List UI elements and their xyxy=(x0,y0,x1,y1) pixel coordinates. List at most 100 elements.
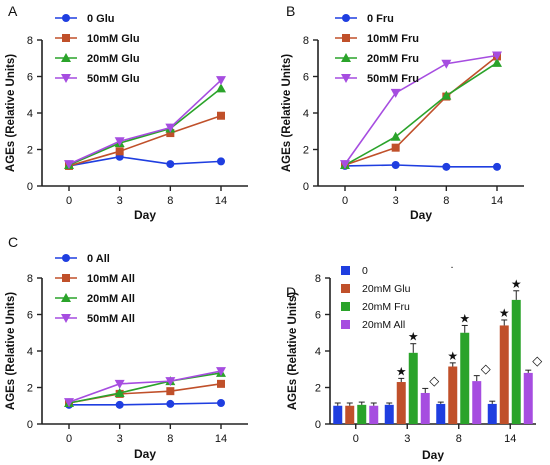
legend-label: 50mM All xyxy=(87,313,135,325)
y-tick-label: 4 xyxy=(315,346,321,358)
data-point xyxy=(492,57,502,67)
y-tick-label: 4 xyxy=(303,108,309,120)
bar xyxy=(357,404,367,424)
significance-mark: ◇ xyxy=(429,373,439,388)
y-tick-label: 2 xyxy=(315,383,321,395)
y-tick-label: 8 xyxy=(27,35,33,47)
x-tick-label: 8 xyxy=(456,433,462,445)
significance-mark: ◇ xyxy=(481,361,491,376)
legend-swatch xyxy=(341,302,350,311)
x-axis-label: Day xyxy=(422,448,444,462)
stray-mark: . xyxy=(450,259,453,271)
series-line xyxy=(344,54,498,165)
data-point xyxy=(442,162,451,171)
series-line xyxy=(344,164,497,168)
series-line xyxy=(68,372,222,404)
legend-marker xyxy=(62,34,70,42)
bar xyxy=(523,372,533,424)
legend-label: 20mM Glu xyxy=(362,283,411,295)
legend-label: 10mM Fru xyxy=(367,33,419,45)
data-point xyxy=(114,387,125,397)
y-tick-label: 8 xyxy=(27,273,33,285)
legend-entry: 20mM Fru xyxy=(341,301,410,313)
series-3 xyxy=(340,51,502,170)
bar xyxy=(384,404,394,424)
chart-panel-a: A 0 2 4 6 8 AGEs (Relative Units) Day 0 3 8 14 0 Glu… xyxy=(5,3,248,222)
data-point xyxy=(441,59,452,69)
chart-panel-c: C 0 2 4 6 8 AGEs (Relative Units) Day 0 3 8 14 0 All… xyxy=(5,234,248,461)
data-point xyxy=(114,137,125,147)
legend-marker xyxy=(342,34,350,42)
x-tick-label: 14 xyxy=(504,433,516,445)
legend-entry: 50mM All xyxy=(55,313,135,325)
legend-entry: 20mM Glu xyxy=(341,283,411,295)
data-point xyxy=(115,147,124,156)
data-point xyxy=(114,379,125,389)
data-point xyxy=(493,162,501,171)
x-tick-label: 3 xyxy=(117,195,123,207)
legend-swatch xyxy=(341,284,350,293)
data-point xyxy=(217,157,225,166)
x-axis-label: Day xyxy=(134,208,156,222)
data-point xyxy=(64,398,74,408)
x-tick-label: 0 xyxy=(342,195,348,207)
series-line xyxy=(344,55,498,166)
x-axis-label: Day xyxy=(410,208,432,222)
legend-entry: 20mM Glu xyxy=(55,53,140,65)
data-point xyxy=(165,377,176,387)
y-axis-label: AGEs (Relative Units) xyxy=(5,54,17,172)
bar xyxy=(420,392,430,424)
data-point xyxy=(217,399,225,408)
legend-entry: 50mM Glu xyxy=(55,73,140,85)
data-point xyxy=(217,379,225,388)
chart-panel-d: D 0 2 4 6 8 AGEs (Relative Units) Day 0 3 8 14 0 20mM… xyxy=(286,259,542,462)
panel-label: D xyxy=(286,284,296,300)
series-line xyxy=(344,62,498,166)
y-tick-label: 2 xyxy=(303,145,309,157)
series-line xyxy=(68,370,222,403)
bar xyxy=(511,299,521,424)
legend-marker xyxy=(341,53,351,62)
data-point xyxy=(216,83,226,93)
data-point xyxy=(115,400,124,409)
legend-swatch xyxy=(341,320,350,329)
data-point xyxy=(391,161,400,170)
data-point xyxy=(64,160,74,170)
data-point xyxy=(166,387,175,396)
legend-marker xyxy=(62,14,70,22)
legend-marker xyxy=(62,254,70,262)
series-line xyxy=(68,79,222,165)
legend-label: 0 Glu xyxy=(87,13,115,25)
bar xyxy=(472,381,482,424)
data-point xyxy=(216,76,226,86)
bar xyxy=(460,332,470,424)
data-point xyxy=(166,399,175,408)
data-point xyxy=(390,131,401,141)
bar xyxy=(369,405,379,424)
bar xyxy=(396,382,406,424)
legend-label: 20mM All xyxy=(362,319,405,331)
y-axis-label: AGEs (Relative Units) xyxy=(5,292,17,410)
data-point xyxy=(441,90,452,100)
x-tick-label: 3 xyxy=(393,195,399,207)
legend-label: 0 Fru xyxy=(367,13,394,25)
series-2 xyxy=(64,367,226,408)
legend-marker xyxy=(342,14,350,22)
x-tick-label: 14 xyxy=(215,433,227,445)
series-line xyxy=(68,87,222,166)
panel-label: B xyxy=(286,3,295,19)
legend-entry: 20mM All xyxy=(341,319,405,331)
chart-panel-b: B 0 2 4 6 8 AGEs (Relative Units) Day 0 3 8 14 0 Fru… xyxy=(281,3,524,222)
x-tick-label: 8 xyxy=(167,195,173,207)
bar xyxy=(345,405,355,424)
series-0 xyxy=(65,399,225,409)
significance-mark: ★ xyxy=(408,330,419,344)
data-point xyxy=(340,160,350,170)
series-0 xyxy=(333,400,497,424)
significance-mark: ★ xyxy=(499,306,510,320)
legend-entry: 20mM Fru xyxy=(335,53,419,65)
data-point xyxy=(391,143,400,152)
legend-entry: 0 Fru xyxy=(335,13,394,25)
legend-marker xyxy=(62,274,70,282)
y-tick-label: 2 xyxy=(27,383,33,395)
